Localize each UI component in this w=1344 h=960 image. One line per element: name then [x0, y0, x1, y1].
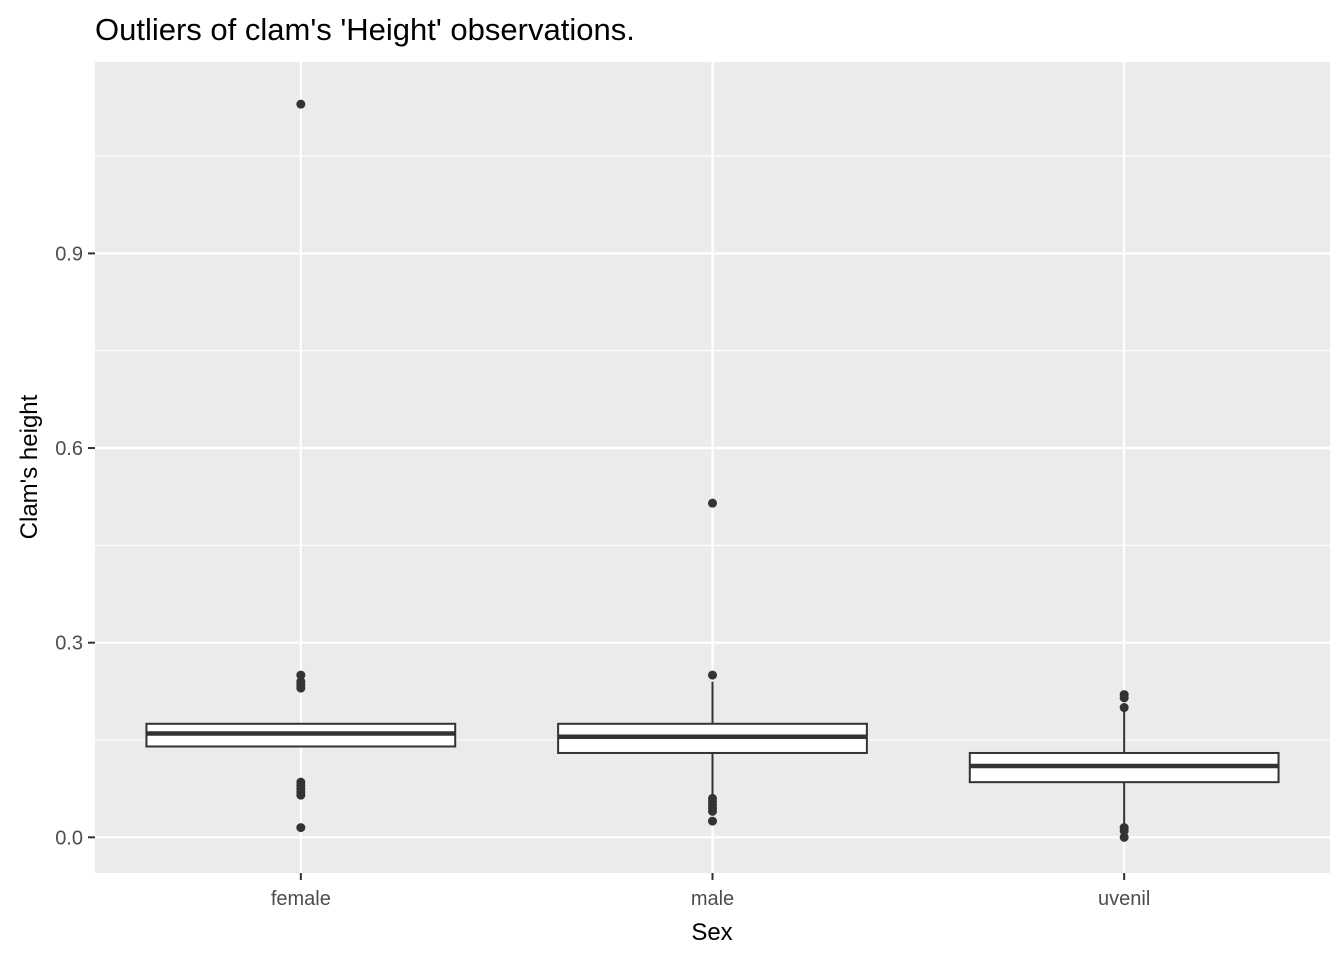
outlier-point: [296, 670, 306, 680]
outlier-point: [1119, 693, 1129, 703]
outlier-point: [296, 823, 306, 833]
box-female: [145, 99, 457, 833]
outlier-point: [296, 99, 306, 109]
outlier-point: [296, 683, 306, 693]
x-axis-label: Sex: [691, 919, 732, 946]
outlier-point: [296, 790, 306, 800]
y-axis-label: Clam's height: [16, 394, 43, 539]
box-uvenil: [968, 690, 1280, 842]
y-tick-label: 0.9: [55, 243, 83, 265]
y-tick-label: 0.6: [55, 438, 83, 460]
chart-title: Outliers of clam's 'Height' observations…: [95, 12, 635, 47]
outlier-point: [1119, 826, 1129, 836]
box-series: [145, 99, 1280, 842]
x-tick-label: female: [271, 888, 331, 910]
y-axis: 0.0 0.3 0.6 0.9: [55, 243, 95, 849]
outlier-point: [708, 806, 717, 816]
x-tick-label: uvenil: [1098, 888, 1150, 910]
x-axis: female male uvenil: [271, 873, 1150, 910]
outlier-point: [1119, 832, 1129, 842]
outlier-point: [708, 498, 717, 508]
y-tick-label: 0.0: [55, 827, 83, 849]
box-male: [557, 498, 868, 826]
x-tick-label: male: [691, 888, 734, 910]
outlier-point: [1119, 703, 1129, 713]
y-tick-label: 0.3: [55, 633, 83, 655]
outlier-point: [708, 670, 717, 680]
outlier-point: [708, 816, 717, 826]
